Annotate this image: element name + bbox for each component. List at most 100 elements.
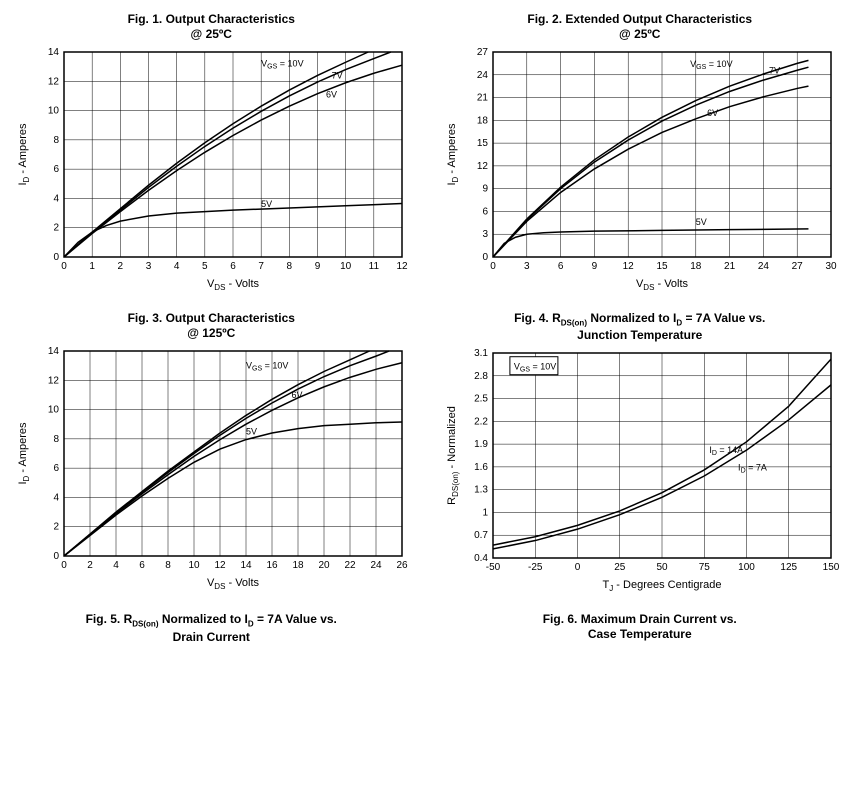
svg-text:0: 0 (61, 560, 67, 571)
svg-text:VDS - Volts: VDS - Volts (207, 577, 260, 591)
svg-text:2: 2 (87, 560, 93, 571)
svg-text:150: 150 (822, 562, 838, 573)
svg-text:10: 10 (188, 560, 200, 571)
svg-text:TJ - Degrees Centigrade: TJ - Degrees Centigrade (602, 579, 721, 593)
svg-text:12: 12 (476, 161, 488, 172)
fig3-title-line2: @ 125ºC (187, 326, 235, 340)
svg-text:18: 18 (476, 115, 488, 126)
svg-text:2: 2 (53, 223, 59, 234)
svg-text:75: 75 (698, 562, 710, 573)
svg-text:3.1: 3.1 (474, 349, 488, 359)
svg-text:VDS - Volts: VDS - Volts (207, 278, 260, 292)
svg-text:10: 10 (48, 405, 60, 416)
svg-text:2.8: 2.8 (474, 371, 488, 382)
svg-text:9: 9 (482, 184, 488, 195)
svg-text:8: 8 (287, 261, 293, 272)
svg-text:6: 6 (53, 463, 59, 474)
svg-text:1.3: 1.3 (474, 485, 488, 496)
svg-text:-25: -25 (528, 562, 543, 573)
svg-text:0: 0 (490, 261, 496, 272)
svg-text:24: 24 (757, 261, 769, 272)
svg-text:6V: 6V (292, 390, 303, 400)
svg-text:3: 3 (524, 261, 530, 272)
fig3-cell: Fig. 3. Output Characteristics @ 125ºC V… (12, 311, 411, 594)
svg-text:0.4: 0.4 (474, 553, 488, 564)
svg-text:14: 14 (240, 560, 252, 571)
svg-text:6V: 6V (326, 89, 337, 99)
svg-text:5V: 5V (261, 199, 272, 209)
svg-text:30: 30 (825, 261, 837, 272)
fig2-title: Fig. 2. Extended Output Characteristics … (441, 12, 840, 42)
svg-text:3: 3 (482, 229, 488, 240)
svg-text:7: 7 (258, 261, 264, 272)
fig3-title-line1: Fig. 3. Output Characteristics (128, 311, 295, 325)
svg-text:4: 4 (53, 193, 59, 204)
svg-text:0: 0 (53, 252, 59, 263)
svg-text:0.7: 0.7 (474, 531, 488, 542)
svg-text:6: 6 (139, 560, 145, 571)
fig2-title-line1: Fig. 2. Extended Output Characteristics (527, 12, 752, 26)
fig4-title: Fig. 4. RDS(on) Normalized to ID = 7A Va… (441, 311, 840, 343)
svg-text:14: 14 (48, 347, 60, 357)
svg-text:10: 10 (340, 261, 352, 272)
svg-text:27: 27 (791, 261, 803, 272)
svg-text:0: 0 (61, 261, 67, 272)
svg-text:VDS - Volts: VDS - Volts (635, 278, 688, 292)
svg-text:20: 20 (318, 560, 330, 571)
fig2-title-line2: @ 25ºC (619, 27, 660, 41)
svg-text:16: 16 (266, 560, 278, 571)
svg-text:6: 6 (230, 261, 236, 272)
svg-text:6: 6 (557, 261, 563, 272)
svg-text:7V: 7V (332, 70, 343, 80)
svg-text:0: 0 (53, 551, 59, 562)
svg-text:4: 4 (113, 560, 119, 571)
svg-text:2: 2 (118, 261, 124, 272)
svg-text:ID - Amperes: ID - Amperes (17, 422, 31, 485)
svg-text:-50: -50 (485, 562, 500, 573)
fig2-chart: VGS = 10V7V6V5V0369121518212427300369121… (441, 48, 839, 293)
svg-text:9: 9 (591, 261, 597, 272)
svg-text:10: 10 (48, 106, 60, 117)
fig4-title-line2: Junction Temperature (577, 328, 702, 342)
fig3-chart: VGS = 10V6V5V024681012141618202224260246… (12, 347, 410, 592)
svg-text:ID - Amperes: ID - Amperes (446, 123, 460, 186)
svg-text:ID - Amperes: ID - Amperes (17, 123, 31, 186)
fig5-title-line2: Drain Current (173, 630, 250, 644)
svg-text:5V: 5V (246, 426, 257, 436)
svg-text:6: 6 (53, 164, 59, 175)
fig6-title-line2: Case Temperature (588, 627, 692, 641)
svg-text:21: 21 (476, 93, 488, 104)
svg-text:11: 11 (369, 261, 380, 272)
fig1-cell: Fig. 1. Output Characteristics @ 25ºC VG… (12, 12, 411, 293)
svg-text:25: 25 (614, 562, 626, 573)
fig6-title: Fig. 6. Maximum Drain Current vs. Case T… (441, 612, 840, 644)
svg-text:21: 21 (724, 261, 736, 272)
svg-text:125: 125 (780, 562, 797, 573)
svg-text:1.9: 1.9 (474, 440, 488, 451)
svg-text:6V: 6V (707, 108, 718, 118)
fig4-chart: ID = 14AID = 7AVGS = 10V-50-250255075100… (441, 349, 839, 594)
svg-text:12: 12 (214, 560, 226, 571)
svg-text:27: 27 (476, 48, 488, 58)
svg-text:22: 22 (344, 560, 356, 571)
fig4-title-line1: Fig. 4. RDS(on) Normalized to ID = 7A Va… (514, 311, 765, 325)
fig5-title: Fig. 5. RDS(on) Normalized to ID = 7A Va… (12, 612, 411, 644)
svg-text:5V: 5V (695, 217, 706, 227)
chart-grid: Fig. 1. Output Characteristics @ 25ºC VG… (12, 12, 839, 645)
svg-text:1: 1 (482, 508, 488, 519)
svg-text:8: 8 (165, 560, 171, 571)
svg-text:0: 0 (482, 252, 488, 263)
svg-text:15: 15 (476, 138, 488, 149)
svg-text:100: 100 (738, 562, 755, 573)
svg-text:2.2: 2.2 (474, 417, 488, 428)
svg-text:2.5: 2.5 (474, 394, 488, 405)
svg-text:5: 5 (202, 261, 208, 272)
svg-text:7V: 7V (769, 65, 780, 75)
svg-text:24: 24 (370, 560, 382, 571)
svg-text:26: 26 (396, 560, 408, 571)
fig1-title-line2: @ 25ºC (191, 27, 232, 41)
svg-text:6: 6 (482, 206, 488, 217)
svg-text:1: 1 (89, 261, 95, 272)
svg-text:1.6: 1.6 (474, 462, 488, 473)
svg-text:2: 2 (53, 522, 59, 533)
